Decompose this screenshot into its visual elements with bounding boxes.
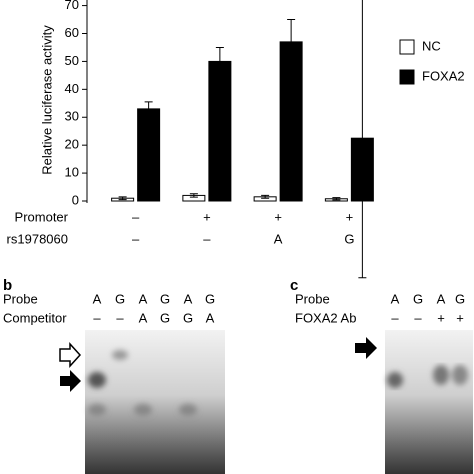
row-label: Probe [295, 291, 330, 306]
legend-label: FOXA2 [422, 68, 465, 83]
row-label: Probe [3, 291, 38, 306]
lane-label: G [115, 291, 125, 306]
lane-label: – [414, 310, 422, 325]
lane-label: G [205, 291, 215, 306]
y-tick-label: 60 [65, 25, 79, 40]
row-label: rs1978060 [7, 231, 68, 246]
category-label: G [344, 231, 354, 246]
lane-label: A [139, 291, 148, 306]
lane-label: G [183, 310, 193, 325]
legend-swatch [399, 69, 415, 85]
row-label: Competitor [3, 310, 67, 325]
lane-label: A [391, 291, 400, 306]
lane-label: + [456, 310, 464, 325]
error-bar [287, 19, 296, 65]
error-bar [215, 46, 224, 76]
lane-label: G [160, 310, 170, 325]
lane-label: A [184, 291, 193, 306]
lane-label: + [437, 310, 445, 325]
lane-label: G [455, 291, 465, 306]
arrow-open [59, 342, 82, 368]
legend-label: NC [422, 38, 441, 53]
category-label: – [203, 231, 211, 246]
gel-image [385, 330, 473, 474]
gel-bands [387, 365, 468, 388]
category-label: + [346, 209, 354, 224]
lane-label: G [413, 291, 423, 306]
y-tick-label: 40 [65, 81, 79, 96]
y-axis-label: Relative luciferase activity [39, 25, 54, 175]
category-label: – [132, 231, 140, 246]
error-bar [261, 194, 270, 199]
category-label: A [274, 231, 283, 246]
arrow-filled [60, 370, 81, 392]
y-tick-label: 70 [65, 0, 79, 12]
error-bar [118, 196, 127, 201]
lane-label: A [93, 291, 102, 306]
error-bar [189, 193, 198, 198]
row-label: FOXA2 Ab [295, 310, 356, 325]
lane-label: A [139, 310, 148, 325]
arrow-filled [355, 337, 377, 359]
y-tick-label: 20 [65, 137, 79, 152]
lane-label: A [206, 310, 215, 325]
row-label: Promoter [15, 209, 69, 224]
lane-label: – [391, 310, 399, 325]
category-label: – [132, 209, 140, 224]
panel-label: b [3, 277, 12, 294]
panel-label: c [290, 277, 298, 294]
error-bar [144, 101, 153, 117]
bar [137, 108, 161, 202]
error-bar [332, 197, 341, 201]
category-label: + [274, 209, 282, 224]
lane-label: – [116, 310, 124, 325]
category-label: + [203, 209, 211, 224]
error-bar [358, 0, 367, 279]
y-tick-label: 10 [65, 165, 79, 180]
gel-bands [88, 350, 197, 416]
y-tick-label: 50 [65, 53, 79, 68]
lane-label: – [93, 310, 101, 325]
lane-label: A [437, 291, 446, 306]
y-tick-label: 0 [72, 192, 79, 207]
gel-image [85, 330, 225, 474]
legend-swatch [399, 39, 415, 55]
bar [208, 60, 232, 202]
y-tick-label: 30 [65, 109, 79, 124]
lane-label: G [160, 291, 170, 306]
bar [279, 41, 303, 202]
